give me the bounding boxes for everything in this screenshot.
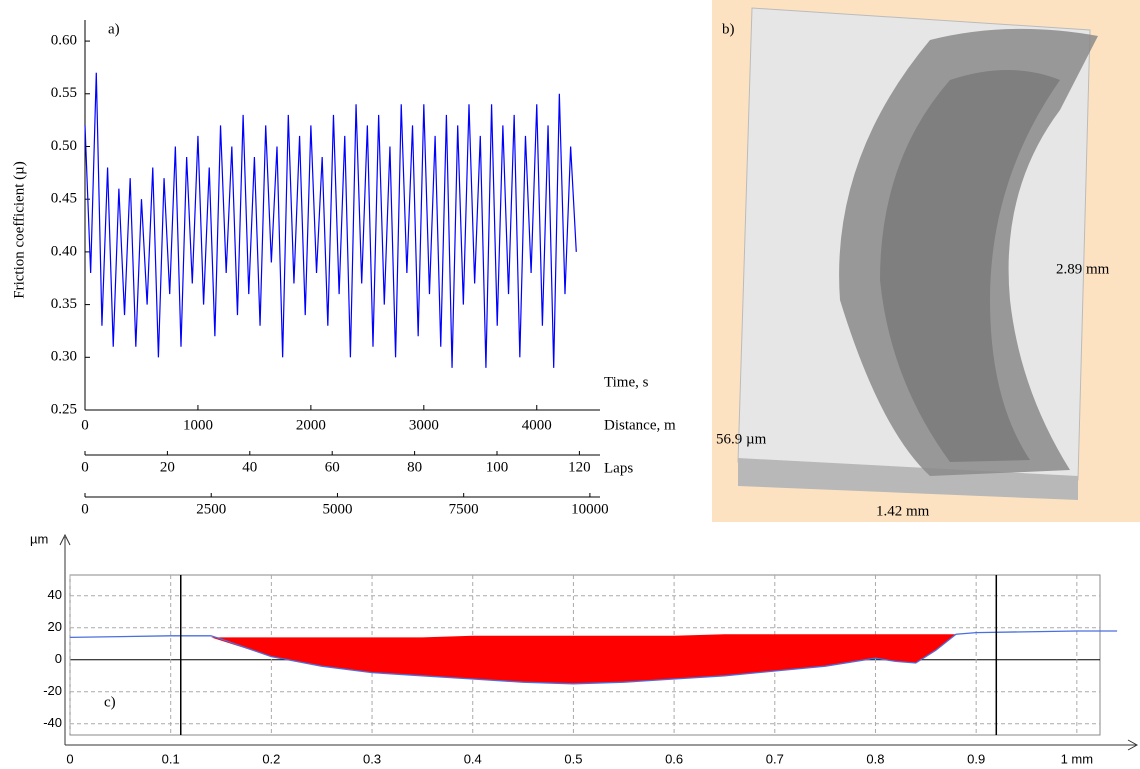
x-tick-label: 0.1 [162, 751, 180, 766]
y-tick-label: -20 [43, 683, 62, 698]
x-tick-label: 0 [66, 751, 73, 766]
x-tick-label: 0 [81, 417, 89, 433]
x-tick-label: 0.4 [464, 751, 482, 766]
x-tick-label: 0.5 [564, 751, 582, 766]
x-tick-label: 0.6 [665, 751, 683, 766]
x-tick-label: 0.9 [967, 751, 985, 766]
x-tick-label: 0 [81, 459, 89, 475]
dimension-label: 56.9 µm [716, 431, 767, 447]
dimension-label: 1.42 mm [876, 503, 930, 519]
x-axis-label: Time, s [604, 374, 649, 390]
x-tick-label: 80 [407, 459, 422, 475]
y-tick-label: 0.35 [51, 296, 77, 312]
x-tick-label: 4000 [522, 417, 552, 433]
x-tick-label: 5000 [322, 501, 352, 517]
x-tick-label: 1 mm [1061, 751, 1094, 766]
x-tick-label: 0.7 [766, 751, 784, 766]
x-tick-label: 0 [81, 501, 89, 517]
y-tick-label: 0.30 [51, 349, 77, 365]
y-tick-label: 0.60 [51, 33, 77, 49]
x-tick-label: 120 [568, 459, 591, 475]
x-tick-label: 20 [160, 459, 175, 475]
arrow [1127, 739, 1139, 751]
y-tick-label: 0.45 [51, 191, 77, 207]
x-tick-label: 3000 [409, 417, 439, 433]
wear-track-core [880, 70, 1060, 462]
x-tick-label: 10000 [571, 501, 609, 517]
x-axis-label: Distance, m [604, 417, 676, 433]
profile-image: b) 2.89 mm 56.9 µm 1.42 mm [712, 0, 1140, 522]
y-tick-label: 40 [48, 587, 62, 602]
y-axis-label: µm [30, 531, 48, 546]
x-tick-label: 100 [486, 459, 509, 475]
y-tick-label: -40 [43, 715, 62, 730]
arrow [59, 533, 71, 546]
surface-base [738, 458, 1078, 500]
panel-label: b) [722, 21, 735, 37]
y-tick-label: 0.55 [51, 85, 77, 101]
dimension-label: 2.89 mm [1056, 261, 1110, 277]
panel-label: a) [108, 21, 120, 37]
y-tick-label: 0.25 [51, 401, 77, 417]
x-tick-label: 0.2 [262, 751, 280, 766]
y-tick-label: 0 [55, 651, 62, 666]
x-tick-label: 60 [325, 459, 340, 475]
y-tick-label: 0.40 [51, 243, 77, 259]
y-tick-label: 0.50 [51, 138, 77, 154]
x-tick-label: 1000 [183, 417, 213, 433]
y-tick-label: 20 [48, 619, 62, 634]
data-line [84, 72, 577, 368]
x-tick-label: 40 [242, 459, 257, 475]
panel-label: c) [104, 694, 116, 710]
x-tick-label: 2500 [196, 501, 226, 517]
profile-line [69, 630, 1118, 685]
x-tick-label: 0.8 [866, 751, 884, 766]
x-tick-label: 2000 [296, 417, 326, 433]
x-tick-label: 0.3 [363, 751, 381, 766]
y-axis-label: Friction coefficient (µ) [11, 161, 27, 298]
x-axis-label: Laps [604, 460, 633, 476]
x-tick-label: 7500 [449, 501, 479, 517]
